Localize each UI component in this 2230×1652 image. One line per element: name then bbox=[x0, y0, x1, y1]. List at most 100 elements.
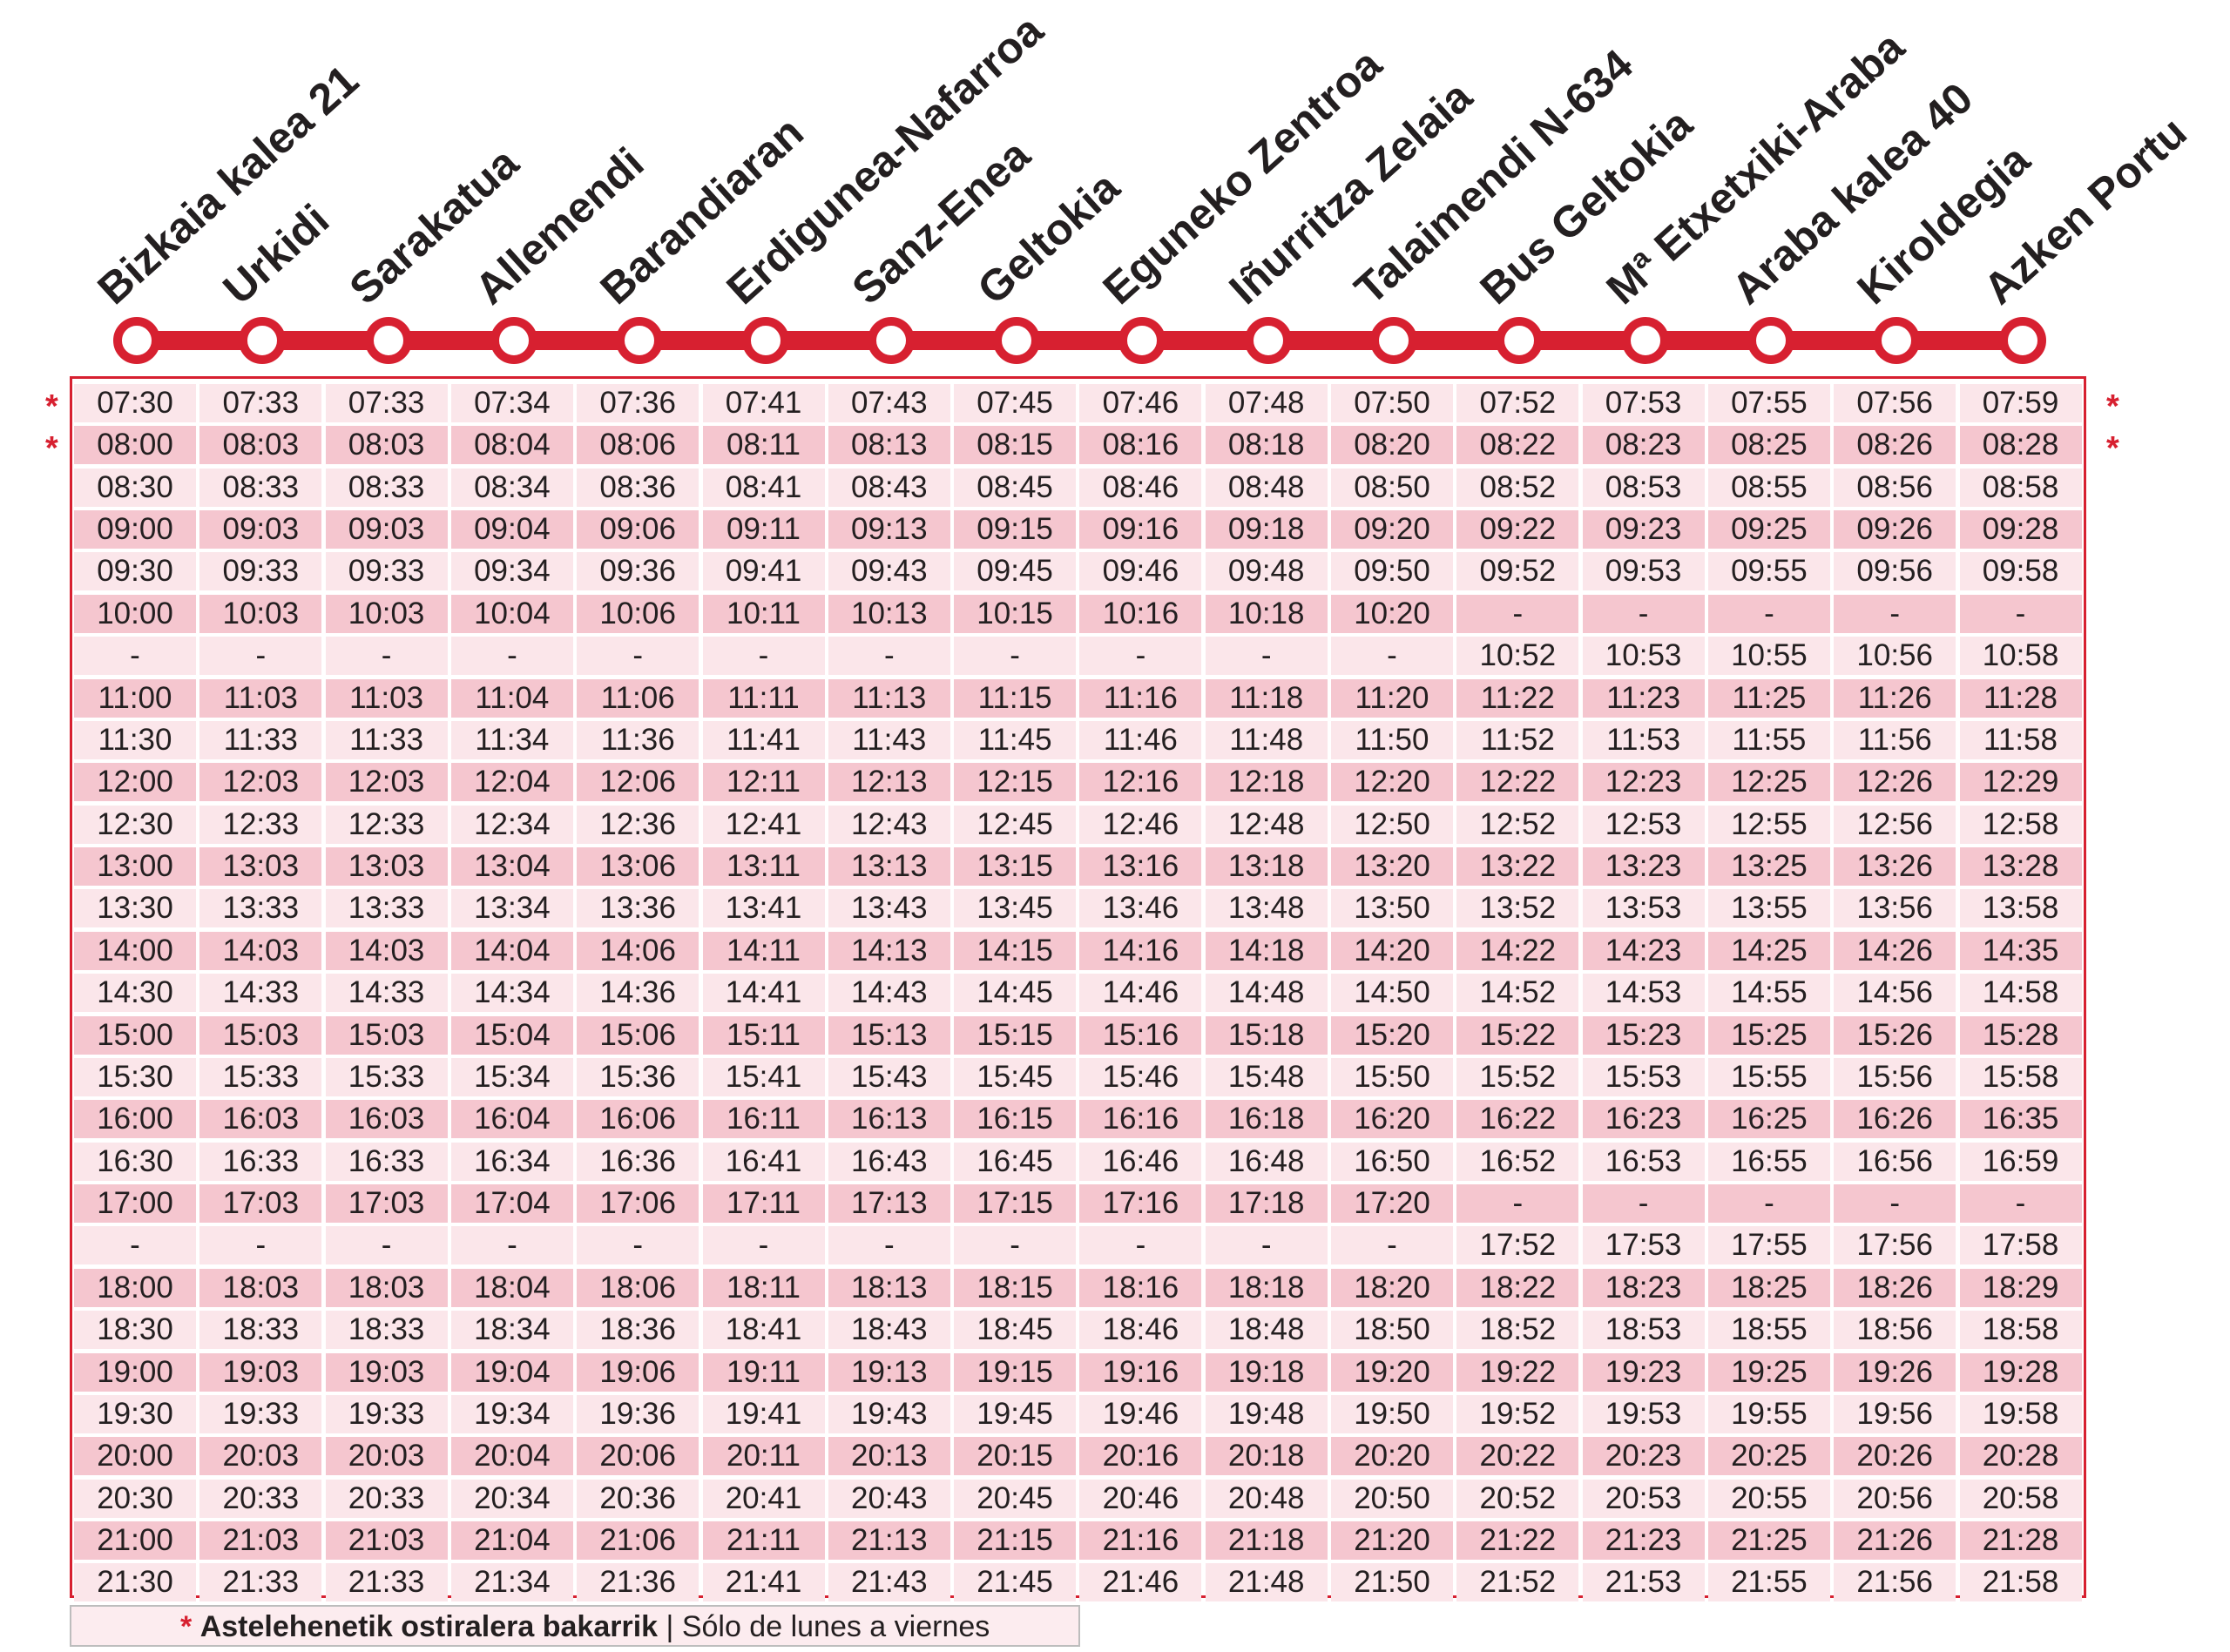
time-cell: 15:33 bbox=[325, 1057, 448, 1096]
time-cell: 18:43 bbox=[828, 1311, 950, 1350]
time-cell: 14:16 bbox=[1079, 931, 1202, 970]
time-cell: 21:22 bbox=[1456, 1521, 1579, 1560]
time-cell: 18:33 bbox=[325, 1311, 448, 1350]
table-row: 16:00 16:03 16:03 16:04 16:06 16:11 16:13 16:15… bbox=[72, 1100, 2084, 1142]
time-cell: 11:56 bbox=[1834, 720, 1956, 759]
time-cell: 21:06 bbox=[577, 1521, 699, 1560]
time-cell: 16:55 bbox=[1707, 1142, 1830, 1181]
time-cell: 17:20 bbox=[1331, 1184, 1453, 1224]
time-cell: 08:34 bbox=[450, 468, 573, 507]
time-cell: 18:25 bbox=[1707, 1268, 1830, 1307]
time-cell: 19:25 bbox=[1707, 1352, 1830, 1392]
table-row: 08:30 08:33 08:33 08:34 08:36 08:41 08:43 08:45… bbox=[72, 468, 2084, 510]
stop-marker bbox=[1998, 317, 2046, 364]
time-cell: 15:46 bbox=[1079, 1057, 1202, 1096]
table-row: 20:00 20:03 20:03 20:04 20:06 20:11 20:13 20:15… bbox=[72, 1437, 2084, 1479]
time-cell: 16:33 bbox=[325, 1142, 448, 1181]
time-cell: 08:03 bbox=[325, 426, 448, 465]
time-cell: - bbox=[199, 1226, 322, 1265]
time-cell: 21:13 bbox=[828, 1521, 950, 1560]
time-cell: 17:00 bbox=[74, 1184, 196, 1224]
time-cell: 11:00 bbox=[74, 678, 196, 718]
stop-marker bbox=[993, 317, 1041, 364]
time-cell: 13:48 bbox=[1205, 889, 1328, 928]
time-cell: 21:03 bbox=[325, 1521, 448, 1560]
time-cell: 16:25 bbox=[1707, 1100, 1830, 1139]
time-cell: 09:52 bbox=[1456, 552, 1579, 591]
table-row: 13:30 13:33 13:33 13:34 13:36 13:41 13:43 13:45… bbox=[72, 889, 2084, 931]
time-cell: 14:03 bbox=[325, 931, 448, 970]
time-cell: 08:58 bbox=[1959, 468, 2082, 507]
time-cell: 19:16 bbox=[1079, 1352, 1202, 1392]
time-cell: 19:22 bbox=[1456, 1352, 1579, 1392]
time-cell: 20:45 bbox=[954, 1479, 1077, 1518]
time-cell: 16:16 bbox=[1079, 1100, 1202, 1139]
time-cell: 12:00 bbox=[74, 763, 196, 802]
time-cell: - bbox=[1331, 1226, 1453, 1265]
table-row: 13:00 13:03 13:03 13:04 13:06 13:11 13:13 13:15… bbox=[72, 847, 2084, 889]
time-cell: 15:30 bbox=[74, 1057, 196, 1096]
time-cell: 15:48 bbox=[1205, 1057, 1328, 1096]
time-cell: 08:06 bbox=[577, 426, 699, 465]
time-cell: 18:11 bbox=[702, 1268, 825, 1307]
time-cell: 11:34 bbox=[450, 720, 573, 759]
time-cell: 16:35 bbox=[1959, 1100, 2082, 1139]
time-cell: 17:58 bbox=[1959, 1226, 2082, 1265]
table-row: 14:00 14:03 14:03 14:04 14:06 14:11 14:13 14:15… bbox=[72, 931, 2084, 974]
time-cell: 15:56 bbox=[1834, 1057, 1956, 1096]
time-cell: 15:00 bbox=[74, 1015, 196, 1055]
time-cell: - bbox=[1959, 594, 2082, 633]
time-cell: 18:18 bbox=[1205, 1268, 1328, 1307]
time-cell: 09:26 bbox=[1834, 510, 1956, 550]
time-cell: 08:20 bbox=[1331, 426, 1453, 465]
time-cell: 14:11 bbox=[702, 931, 825, 970]
time-cell: 19:34 bbox=[450, 1394, 573, 1433]
time-cell: 16:50 bbox=[1331, 1142, 1453, 1181]
time-cell: 13:55 bbox=[1707, 889, 1830, 928]
time-cell: 08:48 bbox=[1205, 468, 1328, 507]
time-cell: 12:33 bbox=[199, 805, 322, 844]
time-cell: 11:25 bbox=[1707, 678, 1830, 718]
time-cell: 09:33 bbox=[325, 552, 448, 591]
time-cell: 20:43 bbox=[828, 1479, 950, 1518]
time-cell: 19:55 bbox=[1707, 1394, 1830, 1433]
time-cell: 15:36 bbox=[577, 1057, 699, 1096]
time-cell: 14:15 bbox=[954, 931, 1077, 970]
time-cell: 18:06 bbox=[577, 1268, 699, 1307]
time-cell: 18:33 bbox=[199, 1311, 322, 1350]
time-cell: 21:04 bbox=[450, 1521, 573, 1560]
time-cell: 15:28 bbox=[1959, 1015, 2082, 1055]
weekday-only-asterisk: * bbox=[45, 430, 58, 468]
time-cell: 13:41 bbox=[702, 889, 825, 928]
time-cell: 20:55 bbox=[1707, 1479, 1830, 1518]
time-cell: 14:48 bbox=[1205, 974, 1328, 1013]
time-cell: 07:59 bbox=[1959, 384, 2082, 422]
time-cell: 12:50 bbox=[1331, 805, 1453, 844]
stop-marker bbox=[1747, 317, 1794, 364]
time-cell: 15:26 bbox=[1834, 1015, 1956, 1055]
time-cell: 11:33 bbox=[199, 720, 322, 759]
time-cell: 08:30 bbox=[74, 468, 196, 507]
time-cell: 08:15 bbox=[954, 426, 1077, 465]
time-cell: 10:11 bbox=[702, 594, 825, 633]
time-cell: 14:33 bbox=[325, 974, 448, 1013]
time-cell: 17:04 bbox=[450, 1184, 573, 1224]
time-cell: 19:33 bbox=[199, 1394, 322, 1433]
time-cell: 15:25 bbox=[1707, 1015, 1830, 1055]
time-cell: 16:48 bbox=[1205, 1142, 1328, 1181]
time-cell: 11:23 bbox=[1582, 678, 1705, 718]
time-cell: 17:53 bbox=[1582, 1226, 1705, 1265]
time-cell: 13:16 bbox=[1079, 847, 1202, 887]
table-row: 14:30 14:33 14:33 14:34 14:36 14:41 14:43 14:45… bbox=[72, 974, 2084, 1015]
time-cell: 21:26 bbox=[1834, 1521, 1956, 1560]
time-cell: - bbox=[1834, 1184, 1956, 1224]
time-cell: 12:15 bbox=[954, 763, 1077, 802]
time-cell: 09:36 bbox=[577, 552, 699, 591]
time-cell: 21:33 bbox=[325, 1563, 448, 1602]
time-cell: 18:03 bbox=[325, 1268, 448, 1307]
time-cell: 10:16 bbox=[1079, 594, 1202, 633]
time-cell: 07:56 bbox=[1834, 384, 1956, 422]
time-cell: 09:33 bbox=[199, 552, 322, 591]
table-row: 11:30 11:33 11:33 11:34 11:36 11:41 11:43 11:45… bbox=[72, 720, 2084, 763]
time-cell: - bbox=[1205, 1226, 1328, 1265]
